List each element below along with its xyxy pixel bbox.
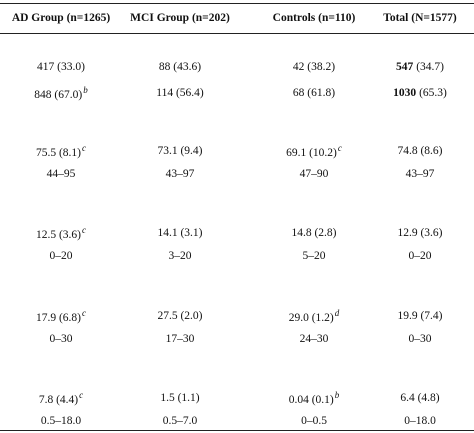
table-cell: 12.9 (3.6) — [397, 227, 442, 239]
table-cell: 27.5 (2.0) — [157, 310, 202, 322]
cell-text: 114 (56.4) — [156, 87, 204, 99]
table-cell: 17.9 (6.8)c — [36, 308, 86, 324]
table-cell: 0–30 — [409, 333, 432, 345]
cell-text: 75.5 (8.1) — [35, 147, 82, 159]
table-cell: 0–20 — [50, 250, 73, 262]
cell-text: 5–20 — [302, 250, 326, 262]
cell-text: 42 (38.2) — [292, 61, 336, 73]
bold-value: 547 — [395, 61, 414, 73]
table-cell: 1030 (65.3) — [393, 87, 447, 99]
footnote-mark: c — [82, 143, 87, 153]
table-cell: 6.4 (4.8) — [400, 392, 439, 404]
cell-text: 69.1 (10.2) — [286, 147, 337, 159]
cell-text: (65.3) — [419, 87, 447, 99]
table-cell: 19.9 (7.4) — [397, 310, 442, 322]
table-cell: 3–20 — [169, 250, 192, 262]
cell-text: 74.8 (8.6) — [397, 145, 443, 157]
table-cell: 14.1 (3.1) — [157, 227, 202, 239]
table-cell: 73.1 (9.4) — [157, 145, 202, 157]
header-cell: MCI Group (n=202) — [130, 12, 230, 24]
cell-text: 44–95 — [46, 168, 76, 180]
cell-text: 0–30 — [408, 333, 432, 345]
table-cell: 12.5 (3.6)c — [36, 225, 86, 241]
table-cell: 5–20 — [303, 250, 326, 262]
cell-text: 14.8 (2.8) — [291, 227, 337, 239]
cell-text: 43–97 — [165, 168, 195, 180]
table-cell: 69.1 (10.2)c — [286, 143, 342, 159]
table-cell: 29.0 (1.2)d — [289, 308, 340, 324]
cell-text: 17.9 (6.8) — [35, 312, 82, 324]
header-cell: AD Group (n=1265) — [11, 12, 111, 24]
cell-text: 19.9 (7.4) — [397, 310, 443, 322]
cell-text: 417 (33.0) — [37, 61, 85, 73]
table-cell: 0–18.0 — [404, 415, 436, 427]
table-cell: 0–0.5 — [301, 415, 327, 427]
cell-text: 14.1 (3.1) — [157, 227, 203, 239]
table-cell: 17–30 — [166, 333, 195, 345]
cell-text: 17–30 — [165, 333, 195, 345]
footnote-mark: c — [82, 225, 87, 235]
table-cell: 0.04 (0.1)b — [289, 390, 340, 406]
footnote-mark: d — [334, 308, 340, 318]
table-cell: 7.8 (4.4)c — [39, 390, 83, 406]
header-cell: Controls (n=110) — [272, 12, 356, 24]
cell-text: 0–18.0 — [404, 415, 436, 427]
cell-text: 43–97 — [405, 168, 435, 180]
top-rule — [0, 3, 474, 4]
table-cell: 74.8 (8.6) — [397, 145, 442, 157]
table-cell: 114 (56.4) — [156, 87, 203, 99]
cell-text: 12.5 (3.6) — [35, 229, 82, 241]
table-cell: 0–20 — [409, 250, 432, 262]
bottom-rule — [0, 430, 474, 431]
footnote-mark: c — [82, 308, 87, 318]
cell-text: 6.4 (4.8) — [400, 392, 440, 404]
table-cell: 68 (61.8) — [293, 87, 335, 99]
cell-text: 12.9 (3.6) — [397, 227, 443, 239]
header-rule — [0, 33, 474, 34]
cell-text: 0–20 — [49, 250, 73, 262]
table-cell: 14.8 (2.8) — [291, 227, 336, 239]
table-cell: 44–95 — [47, 168, 76, 180]
footnote-mark: c — [79, 390, 84, 400]
table-cell: 0.5–7.0 — [163, 415, 198, 427]
table-cell: 88 (43.6) — [159, 61, 201, 73]
cell-text: 7.8 (4.4) — [38, 394, 79, 406]
table-cell: 42 (38.2) — [293, 61, 335, 73]
table-cell: 0.5–18.0 — [41, 415, 81, 427]
header-cell: Total (N=1577) — [383, 12, 457, 24]
cell-text: 73.1 (9.4) — [157, 145, 203, 157]
cell-text: (34.7) — [416, 61, 445, 73]
footnote-mark: b — [83, 85, 88, 95]
table-cell: 547 (34.7) — [396, 61, 444, 73]
table-cell: 0–30 — [50, 333, 73, 345]
cell-text: 0.04 (0.1) — [288, 394, 334, 406]
cell-text: 3–20 — [168, 250, 192, 262]
cell-text: 1.5 (1.1) — [160, 392, 200, 404]
cell-text: 29.0 (1.2) — [288, 312, 334, 324]
cell-text: 0–20 — [408, 250, 432, 262]
cell-text: 47–90 — [299, 168, 329, 180]
table-cell: 75.5 (8.1)c — [36, 143, 86, 159]
cell-text: 0.5–7.0 — [162, 415, 198, 427]
footnote-mark: b — [334, 390, 340, 400]
cell-text: 27.5 (2.0) — [157, 310, 203, 322]
table-cell: 43–97 — [406, 168, 435, 180]
cell-text: 68 (61.8) — [292, 87, 336, 99]
table-cell: 47–90 — [300, 168, 329, 180]
cell-text: 0–30 — [49, 333, 73, 345]
table-cell: 848 (67.0)b — [34, 85, 87, 101]
cell-text: 0.5–18.0 — [40, 415, 82, 427]
table-cell: 417 (33.0) — [37, 61, 85, 73]
footnote-mark: c — [337, 143, 342, 153]
table-cell: 1.5 (1.1) — [160, 392, 199, 404]
cell-text: 88 (43.6) — [158, 61, 202, 73]
table-cell: 43–97 — [166, 168, 195, 180]
cell-text: 24–30 — [299, 333, 329, 345]
cell-text: 0–0.5 — [301, 415, 327, 427]
bold-value: 1030 — [393, 87, 417, 99]
cell-text: 848 (67.0) — [34, 89, 83, 101]
table-cell: 24–30 — [300, 333, 329, 345]
